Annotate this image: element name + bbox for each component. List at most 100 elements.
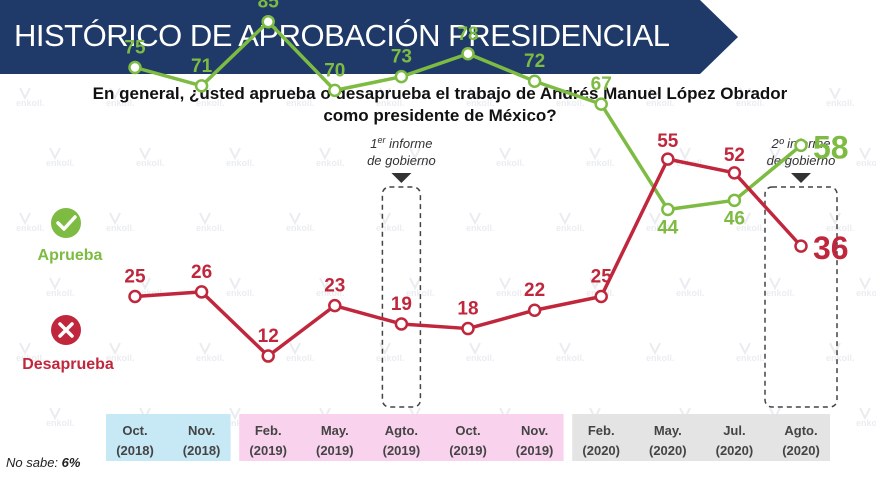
data-label: 46 xyxy=(724,208,745,229)
watermark-icon xyxy=(109,342,121,356)
watermark: enkoll. xyxy=(826,212,855,233)
data-point xyxy=(194,79,209,93)
watermark-icon xyxy=(559,342,571,356)
watermark: enkoll. xyxy=(466,342,495,363)
watermark: enkoll. xyxy=(856,277,876,298)
watermark-icon xyxy=(739,342,751,356)
data-point xyxy=(328,83,342,98)
data-point xyxy=(394,317,409,331)
x-tick-year: (2019) xyxy=(249,443,287,458)
watermark-text: enkoll. xyxy=(286,98,315,108)
category-group-bg xyxy=(239,414,564,461)
page-title: HISTÓRICO DE APROBACIÓN PRESIDENCIAL xyxy=(14,18,670,53)
data-point xyxy=(261,349,275,363)
watermark-icon xyxy=(229,407,241,421)
data-point xyxy=(461,47,475,61)
data-label: 18 xyxy=(457,299,478,320)
watermark: enkoll. xyxy=(196,342,225,363)
watermark: enkoll. xyxy=(856,147,876,168)
watermark-text: enkoll. xyxy=(856,418,876,428)
data-label: 72 xyxy=(524,51,545,72)
watermark: enkoll. xyxy=(316,147,345,168)
data-point xyxy=(661,202,675,217)
x-tick-month: Agto. xyxy=(784,423,817,438)
watermark-icon xyxy=(109,212,121,226)
watermark-text: enkoll. xyxy=(46,288,75,298)
watermark-text: enkoll. xyxy=(556,98,585,108)
watermark-icon xyxy=(49,407,61,421)
watermark-icon xyxy=(559,212,571,226)
watermark: enkoll. xyxy=(16,342,45,363)
x-tick-year: (2020) xyxy=(716,443,754,458)
x-tick-month: Oct. xyxy=(122,423,147,438)
watermark: enkoll. xyxy=(406,277,435,298)
watermark-icon xyxy=(319,277,331,291)
x-tick-month: Jul. xyxy=(723,423,745,438)
watermark: enkoll. xyxy=(46,277,75,298)
watermark-icon xyxy=(859,147,871,161)
x-tick-year: (2020) xyxy=(582,443,620,458)
watermark-icon xyxy=(649,342,661,356)
x-tick-month: Feb. xyxy=(255,423,282,438)
x-tick-month: Nov. xyxy=(521,423,548,438)
watermark: enkoll. xyxy=(646,342,675,363)
x-tick-month: May. xyxy=(654,423,682,438)
watermark: enkoll. xyxy=(136,277,165,298)
watermark-icon xyxy=(679,277,691,291)
data-label: 75 xyxy=(124,38,146,59)
watermark: enkoll. xyxy=(106,212,135,233)
title-banner: HISTÓRICO DE APROBACIÓN PRESIDENCIAL xyxy=(0,0,738,74)
watermark-text: enkoll. xyxy=(196,353,225,363)
watermark: enkoll. xyxy=(46,407,75,428)
watermark-icon xyxy=(499,277,511,291)
watermark-icon xyxy=(859,407,871,421)
watermark: enkoll. xyxy=(556,212,585,233)
watermark-text: enkoll. xyxy=(676,288,705,298)
watermark-icon xyxy=(289,342,301,356)
watermark: enkoll. xyxy=(466,87,495,108)
watermark: enkoll. xyxy=(136,147,165,168)
watermark-text: enkoll. xyxy=(556,223,585,233)
x-tick-year: (2019) xyxy=(516,443,554,458)
survey-question: En general, ¿usted aprueba o desaprueba … xyxy=(60,83,820,127)
watermark-text: enkoll. xyxy=(316,158,345,168)
watermark-icon xyxy=(829,212,841,226)
data-label: 26 xyxy=(191,262,212,283)
watermark: enkoll. xyxy=(16,87,45,108)
check-icon-circle xyxy=(51,208,81,238)
watermark-text: enkoll. xyxy=(586,158,615,168)
watermark-icon xyxy=(229,147,241,161)
watermark-icon xyxy=(409,147,421,161)
informe-label-line2: de gobierno xyxy=(367,153,436,168)
watermark-text: enkoll. xyxy=(766,288,795,298)
watermark-text: enkoll. xyxy=(16,98,45,108)
watermark-icon xyxy=(769,147,781,161)
category-group-bg xyxy=(106,414,231,461)
data-point xyxy=(461,321,475,336)
watermark-icon xyxy=(829,87,841,101)
watermark-text: enkoll. xyxy=(46,418,75,428)
question-line-2: como presidente de México? xyxy=(323,106,557,125)
watermark: enkoll. xyxy=(466,212,495,233)
watermark-text: enkoll. xyxy=(826,98,855,108)
watermark-icon xyxy=(49,277,61,291)
watermark-icon xyxy=(589,277,601,291)
x-tick-year: (2018) xyxy=(116,443,154,458)
data-point xyxy=(594,97,608,111)
watermark-text: enkoll. xyxy=(826,223,855,233)
data-label: 12 xyxy=(258,326,279,347)
watermark-icon xyxy=(649,87,661,101)
data-label: 19 xyxy=(391,294,412,315)
data-label: 67 xyxy=(591,74,612,95)
no-sabe-value: 6% xyxy=(61,455,81,470)
watermark-icon xyxy=(289,87,301,101)
watermark: enkoll. xyxy=(376,342,405,363)
watermark-text: enkoll. xyxy=(106,353,135,363)
watermark-text: enkoll. xyxy=(16,223,45,233)
watermark-text: enkoll. xyxy=(856,288,876,298)
data-label: 73 xyxy=(391,47,412,68)
x-tick-year: (2020) xyxy=(782,443,820,458)
data-label: 22 xyxy=(524,280,545,301)
watermark-icon xyxy=(769,277,781,291)
watermark-text: enkoll. xyxy=(556,353,585,363)
